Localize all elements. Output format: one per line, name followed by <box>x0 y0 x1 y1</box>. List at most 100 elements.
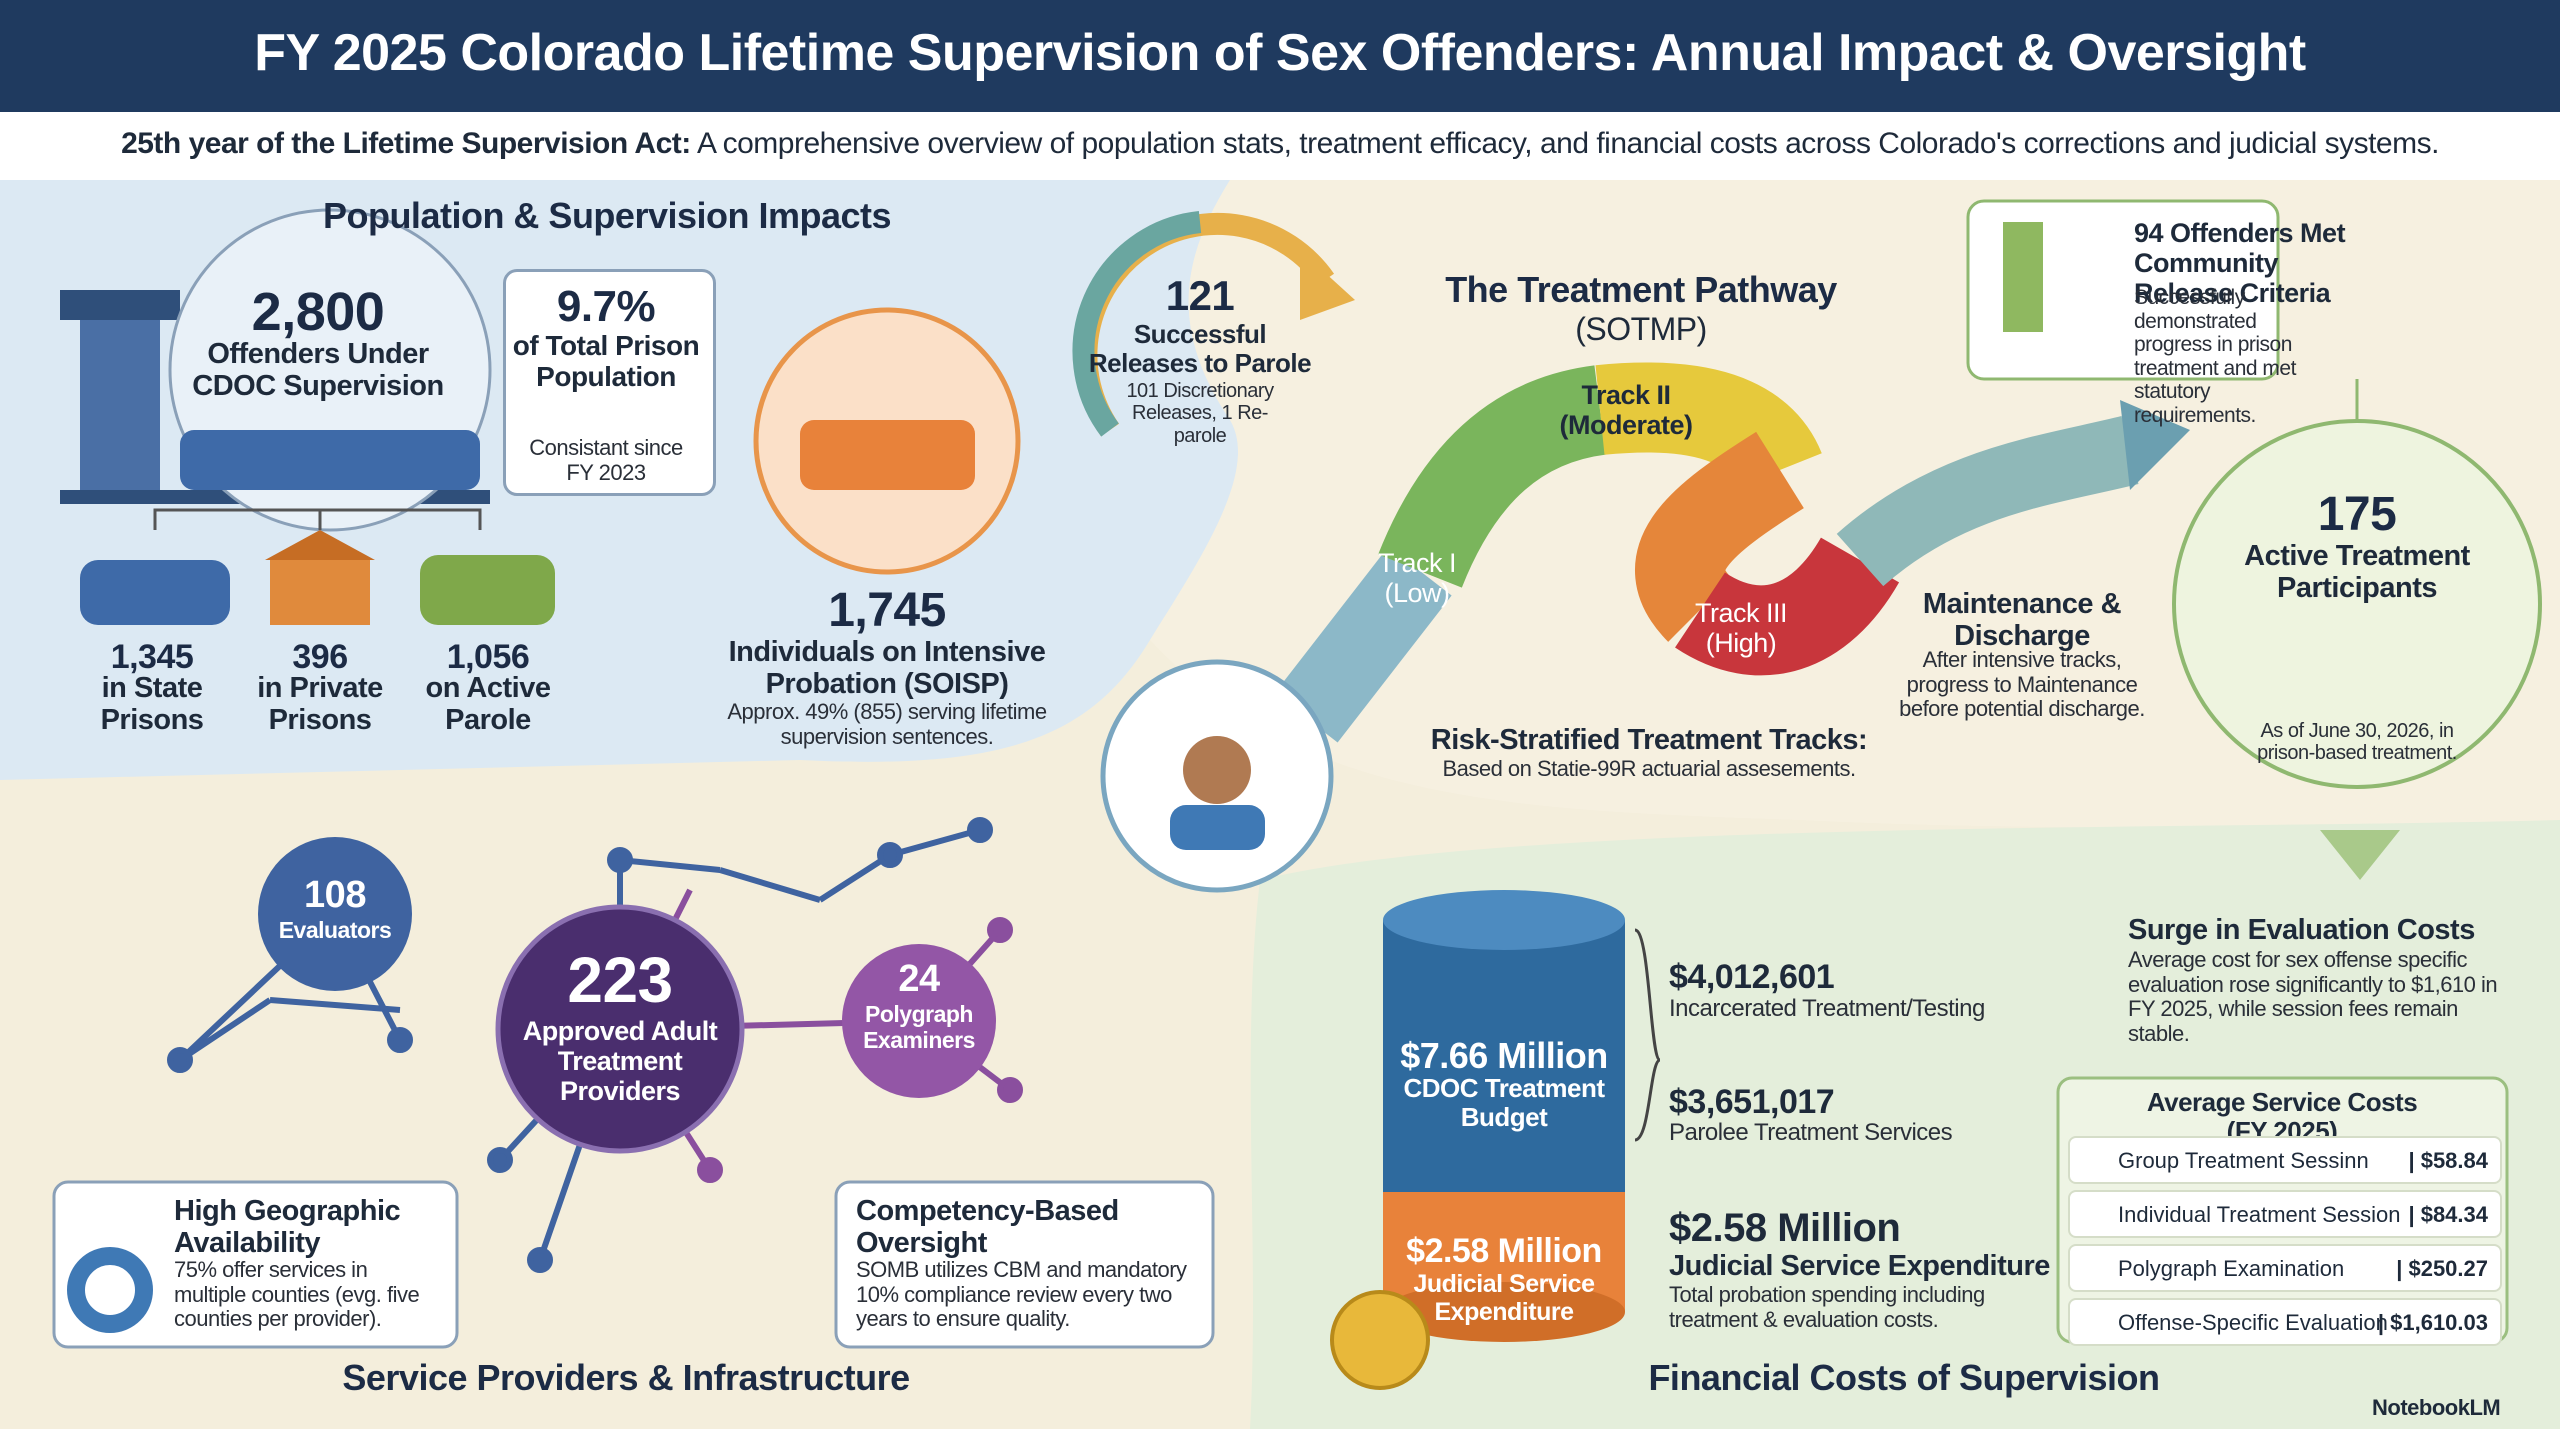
stat-label: Individuals on Intensive Probation (SOIS… <box>728 636 1046 701</box>
table-row: Polygraph Examination | $250.27 <box>2068 1244 2502 1292</box>
section-subtitle: (SOTMP) <box>1575 311 1707 347</box>
surge-title: Surge in Evaluation Costs <box>2128 914 2475 946</box>
stat-value: 121 <box>1165 272 1235 319</box>
stat-value: 2,800 <box>251 282 385 342</box>
path-track-3 <box>1675 536 1900 676</box>
budget-label: CDOC Treatment Budget <box>1403 1073 1605 1133</box>
path-track-2b <box>1635 431 1804 642</box>
breakdown-label: in State Prisons <box>100 672 204 737</box>
release-arrowhead <box>1300 250 1355 320</box>
track-label: Track III (High) <box>1694 598 1788 659</box>
budget-brace <box>1634 928 1662 1142</box>
stat-note: Approx. 49% (855) serving lifetime super… <box>727 699 1047 749</box>
judicial-detail-label: Judicial Service Expenditure <box>1669 1250 2050 1282</box>
probation-figures <box>800 420 975 490</box>
budget-cylinder-top <box>1383 890 1625 950</box>
release-arrow-start <box>1072 211 1202 437</box>
budget-cylinder <box>1383 920 1625 1210</box>
section-title: Service Providers & Infrastructure <box>342 1357 910 1398</box>
row-value: | $1,610.03 <box>2377 1310 2488 1335</box>
row-label: Offense-Specific Evaluation <box>2118 1310 2388 1335</box>
budget-item-value: $3,651,017 <box>1669 1083 1835 1121</box>
evaluators-value: 108 <box>304 874 366 916</box>
surge-note: Average cost for sex offense specific ev… <box>2128 947 2498 1046</box>
path-track-2 <box>1595 362 1822 490</box>
maintenance-title: Maintenance & Discharge <box>1922 588 2122 653</box>
section-title: Financial Costs of Supervision <box>1648 1357 2160 1398</box>
budget-value: $7.66 Million <box>1400 1035 1608 1076</box>
table-row: Offense-Specific Evaluation | $1,610.03 <box>2068 1298 2502 1346</box>
share-box <box>503 269 716 496</box>
oversight-title: Competency-Based Oversight <box>856 1195 1119 1260</box>
breakdown-icons <box>80 508 555 625</box>
track-name: Track I <box>1377 548 1457 578</box>
polygraph-circle <box>842 944 996 1098</box>
breakdown-label: in Private Prisons <box>257 672 383 737</box>
path-track-1 <box>1378 365 1607 589</box>
row-value: | $250.27 <box>2396 1256 2488 1281</box>
judicial-label: Judicial Service Expenditure <box>1413 1270 1595 1326</box>
polygraph-label: Polygraph Examiners <box>863 1001 975 1053</box>
breakdown-value: 396 <box>292 638 348 676</box>
track-name: Track II <box>1581 380 1671 410</box>
budget-item-value: $4,012,601 <box>1669 958 1835 996</box>
evaluators-circle <box>258 837 412 991</box>
counselor-icon <box>1183 736 1251 804</box>
brand: NotebookLM <box>2372 1395 2501 1420</box>
geo-box <box>52 1180 459 1349</box>
row-value: | $58.84 <box>2408 1148 2488 1173</box>
title: FY 2025 Colorado Lifetime Supervision of… <box>254 24 2306 82</box>
track-label: Track II (Moderate) <box>1559 380 1693 441</box>
breakdown-value: 1,345 <box>110 638 194 676</box>
hub-label: Approved Adult Treatment Providers <box>522 1016 718 1107</box>
track-level: (High) <box>1705 628 1777 659</box>
path-maintenance <box>1836 416 2139 587</box>
track-level: (Low) <box>1384 578 1450 609</box>
table-row: Group Treatment Sessinn | $58.84 <box>2068 1136 2502 1184</box>
section-title: Population & Supervision Impacts <box>322 195 892 236</box>
stat-note: Consistant since FY 2023 <box>529 435 683 485</box>
row-label: Polygraph Examination <box>2118 1256 2345 1281</box>
path-start <box>1274 546 1452 743</box>
stat-value: 9.7% <box>556 282 656 331</box>
row-label: Individual Treatment Session <box>2118 1202 2401 1227</box>
polygraph-value: 24 <box>898 958 940 1000</box>
criteria-note: Successfully demonstrated progress in pr… <box>2134 286 2296 427</box>
judicial-cylinder-bottom <box>1383 1282 1625 1342</box>
criteria-title: 94 Offenders Met Community Release Crite… <box>2134 218 2346 309</box>
risk-note: Based on Statie-99R actuarial assesement… <box>1442 756 1856 781</box>
active-arrow <box>2320 830 2400 880</box>
geo-donut <box>67 1247 153 1333</box>
breakdown-label: on Active Parole <box>425 672 551 737</box>
stat-note: As of June 30, 2026, in prison-based tre… <box>2257 720 2457 765</box>
release-criteria-box <box>1966 199 2280 381</box>
judicial-value: $2.58 Million <box>1406 1232 1602 1270</box>
stat-label: of Total Prison Population <box>512 330 700 393</box>
track-label: Track I (Low) <box>1377 548 1457 609</box>
offender-figures <box>180 430 480 490</box>
budget-item-label: Incarcerated Treatment/Testing <box>1669 995 1985 1022</box>
risk-title: Risk-Stratified Treatment Tracks: <box>1430 724 1868 756</box>
coin-icon <box>1330 1290 1430 1390</box>
geo-note: 75% offer services in multiple counties … <box>174 1257 420 1332</box>
judicial-detail-note: Total probation spending including treat… <box>1669 1282 1985 1332</box>
subtitle-lead: 25th year of the Lifetime Supervision Ac… <box>121 127 691 160</box>
stat-label: Successful Releases to Parole <box>1088 319 1312 379</box>
stat-note: 101 Discretionary Releases, 1 Re-parole <box>1126 380 1274 447</box>
counselor-body <box>1170 805 1265 850</box>
track-name: Track III <box>1694 598 1788 628</box>
hub-value: 223 <box>567 944 673 1016</box>
row-label: Group Treatment Sessinn <box>2118 1148 2369 1173</box>
table-row: Individual Treatment Session | $84.34 <box>2068 1190 2502 1238</box>
header-bar <box>0 0 2560 112</box>
row-value: | $84.34 <box>2408 1202 2488 1227</box>
hub-circle <box>495 904 745 1154</box>
oversight-note: SOMB utilizes CBM and mandatory 10% comp… <box>856 1257 1187 1332</box>
budget-item-label: Parolee Treatment Services <box>1669 1119 1953 1146</box>
stat-label: Active Treatment Participants <box>2244 540 2470 605</box>
track-level: (Moderate) <box>1559 410 1693 441</box>
geo-title: High Geographic Availability <box>174 1195 401 1260</box>
stat-label: Offenders Under CDOC Supervision <box>192 338 444 403</box>
stat-value: 1,745 <box>828 584 946 637</box>
